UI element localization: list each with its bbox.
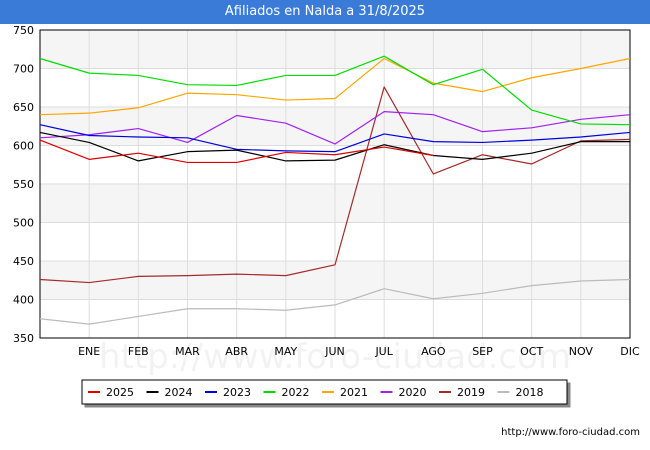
x-tick-label: ABR	[225, 345, 248, 358]
x-tick-label: DIC	[620, 345, 640, 358]
legend-label-2024: 2024	[165, 386, 193, 399]
series-line-2022	[39, 55, 631, 126]
source-url: http://www.foro-ciudad.com	[501, 427, 640, 438]
y-tick-label: 350	[13, 332, 34, 345]
series-line-2025	[39, 139, 434, 164]
watermark: http://www.foro-ciudad.com	[99, 337, 571, 377]
x-tick-label: ENE	[78, 345, 100, 358]
y-tick-label: 600	[13, 140, 34, 153]
x-tick-label: MAY	[274, 345, 297, 358]
legend-label-2021: 2021	[340, 386, 368, 399]
series-line-2024	[39, 131, 630, 162]
chart-title: Afiliados en Nalda a 31/8/2025	[0, 0, 650, 24]
series-line-2023	[39, 124, 631, 153]
x-tick-label: JUL	[374, 345, 393, 358]
x-tick-label: JUN	[324, 345, 345, 358]
x-tick-label: FEB	[128, 345, 149, 358]
legend-label-2025: 2025	[106, 386, 134, 399]
y-tick-label: 650	[13, 101, 34, 114]
y-tick-label: 400	[13, 294, 34, 307]
y-axis-ticks: 350 400 450 500 550 600 650 700 750	[13, 24, 34, 345]
legend-label-2018: 2018	[516, 386, 544, 399]
legend-label-2023: 2023	[223, 386, 251, 399]
legend-label-2022: 2022	[282, 386, 310, 399]
series-line-2021	[39, 57, 631, 116]
series-line-2019	[39, 86, 631, 284]
legend-label-2019: 2019	[457, 386, 485, 399]
series-line-2018	[39, 278, 631, 325]
x-tick-label: MAR	[175, 345, 200, 358]
series-line-2020	[39, 111, 631, 145]
x-axis-ticks: ENE FEB MAR ABR MAY JUN JUL AGO SEP OCT NOV DIC	[78, 345, 640, 358]
y-tick-label: 750	[13, 24, 34, 37]
legend-label-2020: 2020	[399, 386, 427, 399]
y-tick-label: 700	[13, 63, 34, 76]
y-tick-label: 500	[13, 217, 34, 230]
y-tick-label: 450	[13, 255, 34, 268]
legend: 2025 2024 2023 2022 2021 2020 2019 2018	[81, 379, 568, 405]
x-tick-label: OCT	[520, 345, 543, 358]
plot-frame	[39, 29, 631, 339]
x-tick-label: AGO	[421, 345, 446, 358]
y-tick-label: 550	[13, 178, 34, 191]
x-tick-label: SEP	[472, 345, 493, 358]
series-lines	[39, 55, 631, 325]
x-tick-label: NOV	[569, 345, 594, 358]
